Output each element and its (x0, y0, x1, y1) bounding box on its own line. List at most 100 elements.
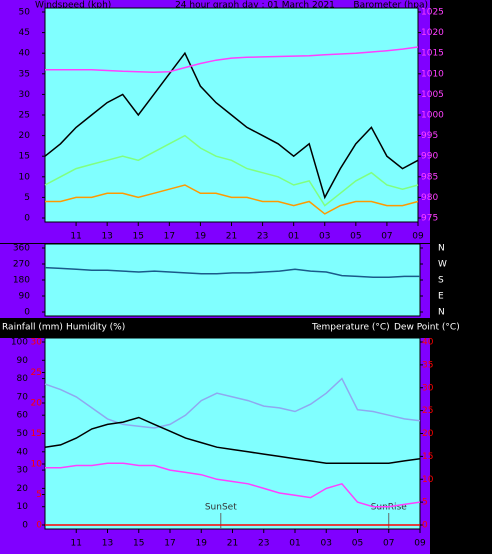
y-tick-label: 100 (11, 338, 28, 348)
y2-label: Barometer (hpa) (353, 1, 428, 11)
y-tick-label: 35 (19, 69, 30, 79)
y-tick-label: 995 (421, 131, 438, 141)
y-label: Humidity (%) (66, 323, 125, 333)
x-tick-label: 13 (101, 232, 112, 242)
x-tick-label: 15 (133, 539, 144, 549)
x-tick-label: 19 (195, 232, 207, 242)
x-tick-label: 01 (289, 539, 300, 549)
y-tick-label: 25 (422, 406, 433, 416)
y-tick-label: 30 (19, 90, 31, 100)
x-tick-label: 11 (71, 539, 82, 549)
y-tick-label: 990 (421, 152, 438, 162)
series-line (45, 462, 421, 508)
y-tick-label: E (438, 292, 444, 302)
y-tick-label: 980 (421, 193, 438, 203)
y-tick-label: 50 (19, 8, 31, 18)
series-line (44, 51, 419, 200)
y-tick-label: 1000 (421, 111, 444, 121)
x-tick-label: 05 (352, 539, 363, 549)
series-line (44, 134, 419, 207)
x-tick-label: 07 (381, 232, 392, 242)
series-line (44, 266, 420, 279)
plot-area (44, 337, 421, 530)
y-tick-label: 0 (36, 521, 42, 531)
y-tick-label: 30 (422, 383, 434, 393)
y-tick-label: 20 (19, 131, 31, 141)
y-tick-label: 985 (421, 172, 438, 182)
y-tick-label: 40 (19, 49, 31, 59)
series-line (45, 46, 419, 73)
x-tick-label: 11 (70, 232, 81, 242)
y-tick-label: 50 (17, 429, 29, 439)
y-tick-label: 5 (422, 498, 428, 508)
y-tick-label: 10 (19, 172, 31, 182)
y-tick-label: 45 (19, 28, 30, 38)
x-tick-label: 09 (412, 232, 424, 242)
y-tick-label: 20 (31, 399, 43, 409)
x-tick-label: 19 (196, 539, 208, 549)
y-tick-label: 25 (19, 111, 30, 121)
y-tick-label: 1005 (421, 90, 444, 100)
y-tick-label: 1010 (421, 69, 444, 79)
y-tick-label: 10 (422, 475, 434, 485)
y-tick-label: 0 (422, 521, 428, 531)
annotation: SunRise (371, 503, 408, 513)
y-tick-label: 15 (19, 152, 30, 162)
x-tick-label: 21 (227, 539, 238, 549)
series-line (44, 416, 421, 464)
y-tick-label: 15 (31, 429, 42, 439)
y-tick-label: 180 (13, 276, 30, 286)
x-tick-label: 17 (164, 232, 175, 242)
x-tick-label: 03 (319, 232, 330, 242)
annotation: SunSet (205, 503, 237, 513)
chart-title: 24 hour graph day : 01 March 2021 (175, 1, 335, 11)
y-tick-label: 80 (17, 374, 29, 384)
y-tick-label: 30 (31, 338, 43, 348)
y2-label: Dew Point (°C) (394, 323, 460, 333)
x-tick-label: 17 (164, 539, 175, 549)
y-tick-label: 90 (19, 292, 31, 302)
y-tick-label: W (438, 260, 447, 270)
y-tick-label: 360 (13, 244, 30, 254)
x-tick-label: 23 (257, 232, 268, 242)
y-tick-label: 25 (31, 368, 42, 378)
y-tick-label: 1015 (421, 49, 444, 59)
series-line (44, 377, 421, 429)
y-tick-label: 70 (17, 392, 29, 402)
y-label: Windspeed (kph) (35, 1, 111, 11)
x-tick-label: 01 (288, 232, 299, 242)
x-tick-label: 07 (383, 539, 394, 549)
series-line (45, 184, 419, 215)
y-tick-label: 30 (17, 466, 29, 476)
y-tick-label: 270 (13, 260, 30, 270)
plot-area (44, 243, 421, 317)
y-tick-label: 5 (36, 490, 42, 500)
y-tick-label: 0 (22, 521, 28, 531)
y-tick-label: 1020 (421, 28, 444, 38)
y-tick-label: 60 (17, 411, 29, 421)
y-tick-label: 0 (24, 308, 30, 318)
x-tick-label: 15 (133, 232, 144, 242)
y-tick-label: 5 (24, 193, 30, 203)
y2-label: Temperature (°C) (311, 323, 390, 333)
x-tick-label: 21 (226, 232, 237, 242)
y-tick-label: S (438, 276, 444, 286)
y-tick-label: 975 (421, 214, 438, 224)
y-tick-label: 20 (422, 429, 434, 439)
y-tick-label: 20 (17, 484, 29, 494)
x-tick-label: 09 (414, 539, 426, 549)
x-tick-label: 05 (350, 232, 361, 242)
y-tick-label: 10 (31, 460, 43, 470)
y-tick-label: 10 (17, 502, 29, 512)
y-tick-label: 90 (17, 356, 29, 366)
y-tick-label: 40 (422, 338, 434, 348)
y-tick-label: 15 (422, 452, 433, 462)
y-tick-label: 35 (422, 360, 433, 370)
y-tick-label: 40 (17, 447, 29, 457)
x-tick-label: 03 (321, 539, 332, 549)
y-tick-label: N (438, 308, 445, 318)
x-tick-label: 13 (102, 539, 113, 549)
y-tick-label: N (438, 244, 445, 254)
y3-label: Rainfall (mm) (2, 323, 63, 333)
